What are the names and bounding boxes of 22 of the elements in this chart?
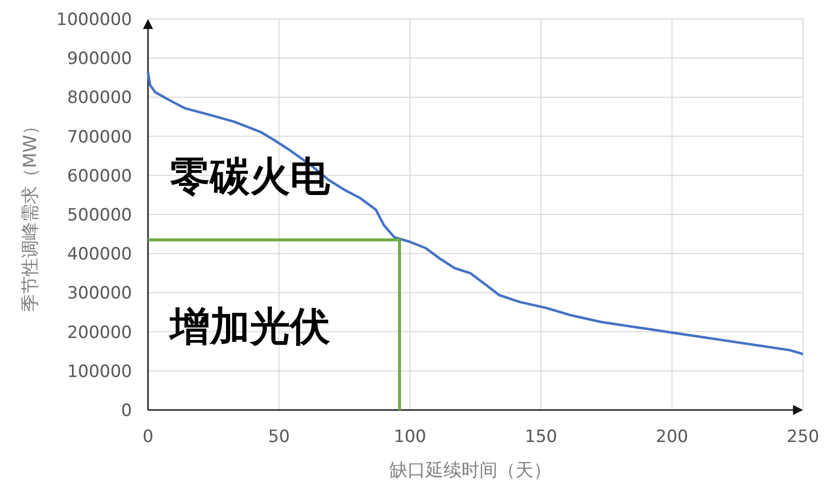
y-tick-label: 1000000: [56, 10, 132, 30]
x-axis-title: 缺口延续时间（天）: [390, 460, 552, 481]
y-tick-label: 800000: [67, 88, 132, 108]
y-axis-title: 季节性调峰需求（MW）: [20, 116, 41, 312]
x-tick-label: 250: [786, 427, 820, 447]
x-tick-label: 150: [524, 427, 558, 447]
x-tick-label: 200: [656, 427, 688, 447]
y-tick-label: 400000: [67, 244, 132, 265]
annotation: 增加光伏: [168, 304, 331, 350]
y-tick-label: 600000: [67, 166, 132, 186]
line-series: [146, 70, 804, 356]
annotation: 零碳火电: [170, 154, 331, 200]
x-tick-label: 0: [142, 427, 154, 447]
y-tick-label: 300000: [67, 284, 132, 304]
y-tick-label: 900000: [67, 49, 132, 70]
x-tick-label: 100: [394, 427, 426, 447]
y-tick-label: 100000: [67, 362, 132, 382]
y-tick-label: 200000: [67, 322, 132, 343]
y-tick-label: 700000: [67, 127, 132, 148]
x-tick-label: 50: [268, 427, 290, 447]
y-tick-label: 0: [121, 401, 132, 421]
y-tick-label: 500000: [67, 206, 132, 226]
